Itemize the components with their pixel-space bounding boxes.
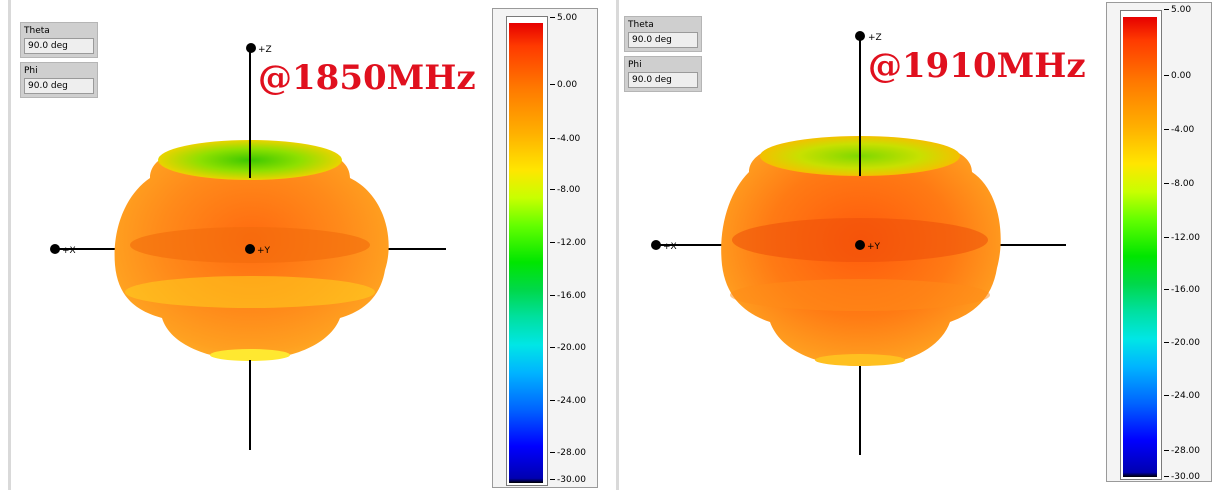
z-axis-marker <box>246 43 256 53</box>
frequency-label: @1910MHz <box>868 46 1086 86</box>
tick-label: -30.00 <box>1164 472 1200 482</box>
tick-label: 5.00 <box>1164 5 1191 15</box>
y-axis-label: +Y <box>867 242 881 252</box>
color-gradient-bar <box>509 23 543 483</box>
tick-label: -24.00 <box>550 396 586 406</box>
color-gradient-bar <box>1123 17 1157 477</box>
x-axis-marker <box>651 240 661 250</box>
tick-label: -12.00 <box>550 238 586 248</box>
tick-label: -30.00 <box>550 475 586 485</box>
tick-label: -20.00 <box>1164 338 1200 348</box>
view-border <box>616 0 619 490</box>
phi-label: Phi <box>628 60 642 70</box>
tick-label: 5.00 <box>550 13 577 23</box>
z-axis-marker <box>855 31 865 41</box>
phi-field[interactable]: 90.0 deg <box>24 78 94 94</box>
tick-label: -28.00 <box>550 448 586 458</box>
y-axis-marker <box>245 244 255 254</box>
3d-pattern-plot[interactable]: +Z +X +Y <box>614 0 1104 490</box>
tick-label: -20.00 <box>550 343 586 353</box>
tick-label: 0.00 <box>1164 71 1191 81</box>
lower-band <box>125 276 375 308</box>
3d-pattern-plot[interactable]: +Z +X +Y <box>0 0 490 490</box>
color-bar-holder <box>506 16 548 486</box>
tick-label: -24.00 <box>1164 391 1200 401</box>
frequency-label: @1850MHz <box>258 58 476 98</box>
x-axis-label: +X <box>663 242 677 252</box>
z-axis-label: +Z <box>868 33 882 43</box>
y-axis-marker <box>855 240 865 250</box>
tick-label: -28.00 <box>1164 446 1200 456</box>
theta-control: Theta 90.0 deg <box>624 16 702 52</box>
theta-field[interactable]: 90.0 deg <box>628 32 698 48</box>
z-axis-label: +Z <box>258 45 272 55</box>
phi-control: Phi 90.0 deg <box>624 56 702 92</box>
theta-field[interactable]: 90.0 deg <box>24 38 94 54</box>
phi-control: Phi 90.0 deg <box>20 62 98 98</box>
tick-label: -16.00 <box>1164 285 1200 295</box>
theta-label: Theta <box>24 26 50 36</box>
bottom-null-region <box>815 354 905 366</box>
theta-control: Theta 90.0 deg <box>20 22 98 58</box>
tick-label: -8.00 <box>1164 179 1194 189</box>
x-axis-label: +X <box>62 246 76 256</box>
radiation-pattern-view-1910: Theta 90.0 deg Phi 90.0 deg <box>614 0 1220 490</box>
tick-label: -4.00 <box>550 134 580 144</box>
x-axis-marker <box>50 244 60 254</box>
radiation-pattern-view-1850: Theta 90.0 deg Phi 90.0 deg <box>0 0 610 490</box>
phi-label: Phi <box>24 66 38 76</box>
tick-label: -12.00 <box>1164 233 1200 243</box>
tick-label: -8.00 <box>550 185 580 195</box>
tick-label: -4.00 <box>1164 125 1194 135</box>
bottom-null-region <box>210 349 290 361</box>
lower-band <box>730 279 990 311</box>
view-border <box>8 0 11 490</box>
phi-field[interactable]: 90.0 deg <box>628 72 698 88</box>
y-axis-label: +Y <box>257 246 271 256</box>
color-scale: 5.00 0.00 -4.00 -8.00 -12.00 -16.00 -20.… <box>1106 2 1216 482</box>
tick-label: -16.00 <box>550 291 586 301</box>
theta-label: Theta <box>628 20 654 30</box>
tick-label: 0.00 <box>550 80 577 90</box>
color-bar-holder <box>1120 10 1162 480</box>
color-scale: 5.00 0.00 -4.00 -8.00 -12.00 -16.00 -20.… <box>492 8 602 488</box>
